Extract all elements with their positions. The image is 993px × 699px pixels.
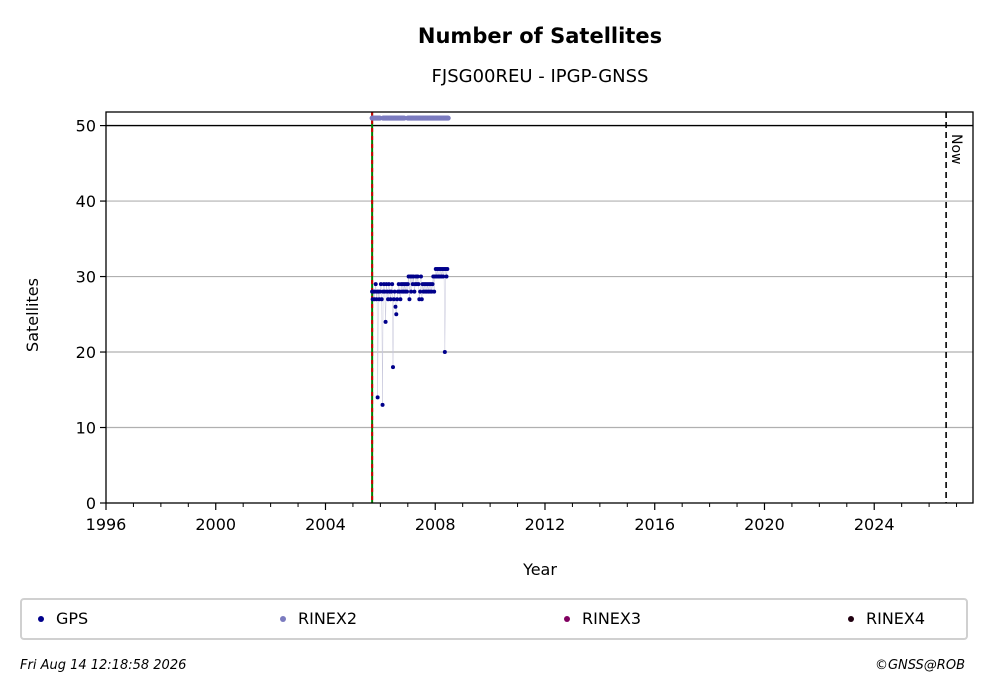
legend-marker-rinex3 [564, 615, 570, 622]
x-tick-label: 2016 [634, 515, 675, 534]
y-tick-label: 30 [76, 268, 96, 287]
x-tick-label: 2004 [305, 515, 346, 534]
y-tick-label: 50 [76, 117, 96, 136]
legend-label-rinex3: RINEX3 [582, 609, 642, 628]
gps-point [394, 312, 399, 317]
x-tick-label: 1996 [86, 515, 127, 534]
plot-frame [105, 111, 974, 504]
timestamp: Fri Aug 14 12:18:58 2026 [20, 658, 187, 673]
gps-point [418, 289, 423, 294]
gps-point [392, 289, 397, 294]
gps-point [398, 297, 403, 302]
legend-item-gps: GPS [38, 600, 88, 638]
gps-point [415, 274, 420, 279]
gps-point [390, 282, 395, 287]
gps-point [418, 274, 423, 279]
rinex2-point [401, 115, 407, 121]
gps-point [395, 297, 400, 302]
legend-item-rinex3: RINEX3 [564, 600, 641, 638]
gps-point [442, 350, 447, 355]
y-tick-label: 20 [76, 343, 96, 362]
gps-point [444, 274, 449, 279]
plot-area: Now 0 10 20 30 40 50 1996 2000 2004 2008 2012 2016 20… [76, 111, 974, 534]
gps-point [390, 365, 395, 370]
x-tick-label: 2020 [744, 515, 785, 534]
now-label: Now [948, 134, 964, 165]
gps-point [393, 304, 398, 309]
legend-label-gps: GPS [56, 609, 89, 628]
gps-connector [410, 276, 412, 292]
gps-point [386, 282, 391, 287]
y-axis-label: Satellites [23, 278, 42, 352]
gps-point [419, 297, 424, 302]
rinex2-point [445, 115, 451, 121]
gps-connector [433, 276, 436, 292]
gps-connector [443, 269, 446, 353]
gps-point [380, 402, 385, 407]
satellites-chart: Number of Satellites FJSG00REU - IPGP-GN… [23, 24, 974, 579]
gps-connector [392, 299, 395, 368]
gps-point [378, 282, 383, 287]
gps-connector [408, 276, 410, 300]
gps-point [389, 289, 394, 294]
gps-connector [385, 284, 387, 322]
gps-point [391, 297, 396, 302]
legend: GPS RINEX2 RINEX3 RINEX4 [20, 598, 968, 640]
x-tick-label: 2012 [525, 515, 566, 534]
gps-connector [420, 276, 423, 300]
gps-point [375, 395, 380, 400]
chart-title: Number of Satellites [418, 24, 662, 48]
gps-point [445, 267, 450, 272]
gps-point [407, 297, 412, 302]
gps-connector [382, 291, 384, 405]
credit: ©GNSS@ROB [874, 658, 965, 673]
y-tick-label: 10 [76, 419, 96, 438]
gps-point [378, 289, 383, 294]
gps-point [379, 297, 384, 302]
gps-point [412, 289, 417, 294]
legend-item-rinex4: RINEX4 [848, 600, 925, 638]
gps-connector [377, 291, 379, 398]
gps-point [383, 319, 388, 324]
x-axis-label: Year [522, 560, 557, 579]
gps-point [373, 282, 378, 287]
x-tick-label: 2008 [415, 515, 456, 534]
legend-label-rinex2: RINEX2 [298, 609, 358, 628]
legend-marker-gps [38, 615, 44, 622]
gps-connector [391, 284, 394, 368]
gps-point [374, 297, 379, 302]
legend-marker-rinex4 [848, 615, 854, 622]
legend-label-rinex4: RINEX4 [866, 609, 926, 628]
gps-point [404, 289, 409, 294]
legend-item-rinex2: RINEX2 [280, 600, 357, 638]
gps-point [409, 289, 414, 294]
y-tick-label: 40 [76, 192, 96, 211]
legend-marker-rinex2 [280, 615, 286, 622]
x-tick-label: 2024 [854, 515, 895, 534]
x-tick-label: 2000 [195, 515, 236, 534]
gps-connector [444, 269, 446, 353]
gps-point [430, 282, 435, 287]
gps-connector [409, 276, 411, 300]
gps-point [441, 274, 446, 279]
gps-point [416, 282, 421, 287]
chart-subtitle: FJSG00REU - IPGP-GNSS [432, 66, 649, 87]
y-tick-label: 0 [86, 494, 96, 513]
gps-point [388, 297, 393, 302]
gps-point [432, 289, 437, 294]
gps-point [405, 282, 410, 287]
